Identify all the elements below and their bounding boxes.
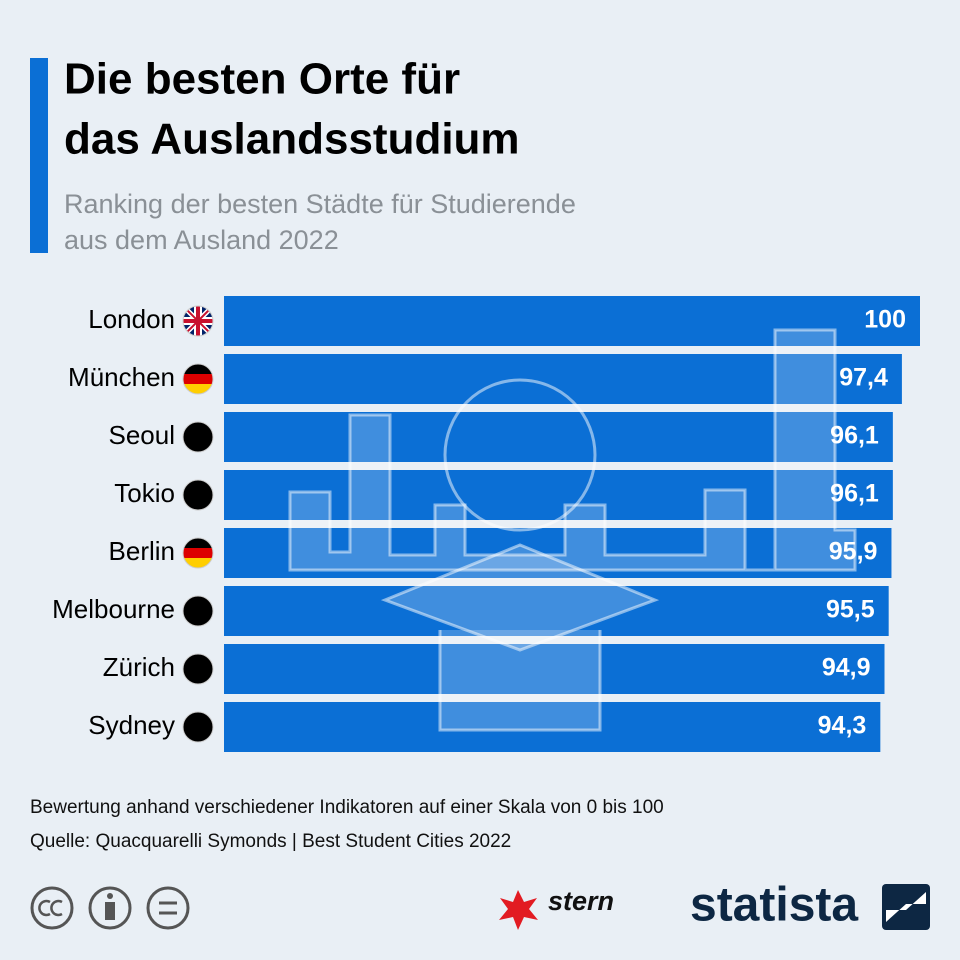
flag-stripe [183,548,213,558]
cap [380,543,660,652]
flag-body [183,364,213,394]
flag [182,421,214,453]
flag [182,305,214,337]
y-tick-label: Melbourne [52,594,175,624]
statista-logo: statista [690,879,858,932]
flag-stripe [183,538,213,548]
y-tick-label: München [68,362,175,392]
value-label: 95,9 [829,538,878,566]
bar [224,644,885,694]
bar [224,354,902,404]
value-label: 100 [864,306,906,334]
flag-ring [182,595,214,627]
flag-body [183,480,213,510]
flag-field [183,654,213,684]
y-tick-label: London [88,304,175,334]
bar [224,470,893,520]
y-tick-label: Zürich [103,652,175,682]
chart-subtitle: Ranking der besten Städte für Studierend… [64,189,576,219]
skyline [288,328,857,572]
bar [224,412,893,462]
flag-ring [182,537,214,569]
y-tick-label: Seoul [109,420,176,450]
flag-stripe [183,558,213,568]
chart-title: Die besten Orte für [64,55,460,104]
source: Quelle: Quacquarelli Symonds | Best Stud… [30,831,511,852]
cap-base [438,630,602,732]
flag-ring [182,421,214,453]
flag-field [183,712,213,742]
flag [182,363,214,395]
flag-ring [182,363,214,395]
y-tick-label: Berlin [109,536,175,566]
flag-stripe [183,364,213,374]
value-label: 94,3 [818,712,867,740]
statista-icon [882,884,930,930]
chart-subtitle: aus dem Ausland 2022 [64,225,339,255]
flag-field [183,422,213,452]
flag-field [183,480,213,510]
flag-stripe [183,384,213,394]
note: Bewertung anhand verschiedener Indikator… [30,797,664,818]
flag-body [183,654,213,684]
y-tick-label: Tokio [114,478,175,508]
license-icons [30,886,190,930]
stern-star [499,890,538,930]
flag [182,479,214,511]
wheel [443,378,597,532]
flag [182,653,214,685]
title-accent [30,58,48,253]
flag-body [183,712,213,742]
flag-body [183,596,213,626]
value-label: 94,9 [822,654,871,682]
decoration [288,328,857,732]
flag [182,711,214,743]
flag-body [183,538,213,568]
y-tick-label: Sydney [88,710,175,740]
bar [224,586,889,636]
stern-logo: stern [548,886,614,916]
flag-ring [182,711,214,743]
bar [224,702,881,752]
flag-ring [182,479,214,511]
flag-ring [182,653,214,685]
value-label: 96,1 [830,480,879,508]
flag-cross [183,319,213,323]
value-label: 95,5 [826,596,875,624]
value-label: 96,1 [830,422,879,450]
chart-title: das Auslandsstudium [64,115,520,164]
flag [182,537,214,569]
bar [224,296,920,346]
flag-ring [182,305,214,337]
flag-body [183,422,213,452]
flag-body [183,306,213,336]
flag-stripe [183,374,213,384]
value-label: 97,4 [839,364,888,392]
flag [182,595,214,627]
flag-field [183,596,213,626]
